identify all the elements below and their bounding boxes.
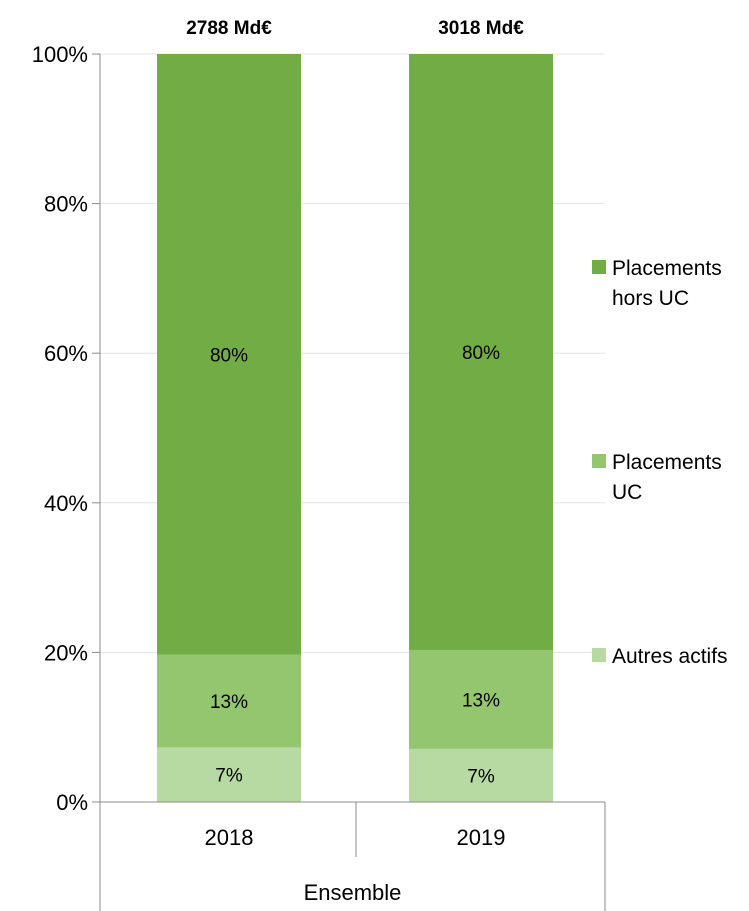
legend-label: Placements: [612, 257, 722, 280]
legend-label: hors UC: [612, 287, 689, 310]
bar-segment: [157, 54, 301, 655]
y-tick-label: 0%: [56, 790, 88, 815]
y-tick-label: 80%: [44, 192, 88, 217]
x-category-label: 2018: [205, 825, 254, 850]
bar-segment: [409, 54, 553, 651]
x-category-label: 2019: [457, 825, 506, 850]
total-label: 3018 Md€: [438, 18, 524, 39]
total-labels: 2788 Md€ 3018 Md€: [186, 18, 524, 39]
bar-segment: [409, 650, 553, 749]
data-label: 13%: [462, 691, 500, 712]
group-label: Ensemble: [304, 880, 402, 905]
y-tick-labels: 0% 20% 40% 60% 80% 100%: [32, 42, 88, 815]
x-category-labels: 2018 2019 Ensemble: [205, 825, 506, 905]
data-label: 13%: [210, 692, 248, 713]
bar-segment: [157, 747, 301, 802]
data-label: 80%: [462, 343, 500, 364]
legend: Placements hors UC Placements UC Autres acti…: [592, 257, 728, 668]
bar-segment: [157, 654, 301, 748]
y-tick-label: 60%: [44, 341, 88, 366]
data-label: 7%: [467, 766, 495, 787]
data-label: 7%: [215, 766, 243, 787]
legend-swatch: [592, 648, 606, 662]
total-label: 2788 Md€: [186, 18, 272, 39]
y-tick-label: 100%: [32, 42, 88, 67]
bar-segment: [409, 748, 553, 802]
legend-label: UC: [612, 481, 642, 504]
axes: [92, 53, 606, 911]
legend-label: Autres actifs: [612, 645, 728, 668]
legend-swatch: [592, 260, 606, 274]
legend-swatch: [592, 454, 606, 468]
legend-label: Placements: [612, 451, 722, 474]
y-tick-label: 40%: [44, 491, 88, 516]
y-tick-label: 20%: [44, 640, 88, 665]
data-label: 80%: [210, 345, 248, 366]
bars: 7% 13% 80% 7% 13% 80%: [157, 54, 553, 802]
